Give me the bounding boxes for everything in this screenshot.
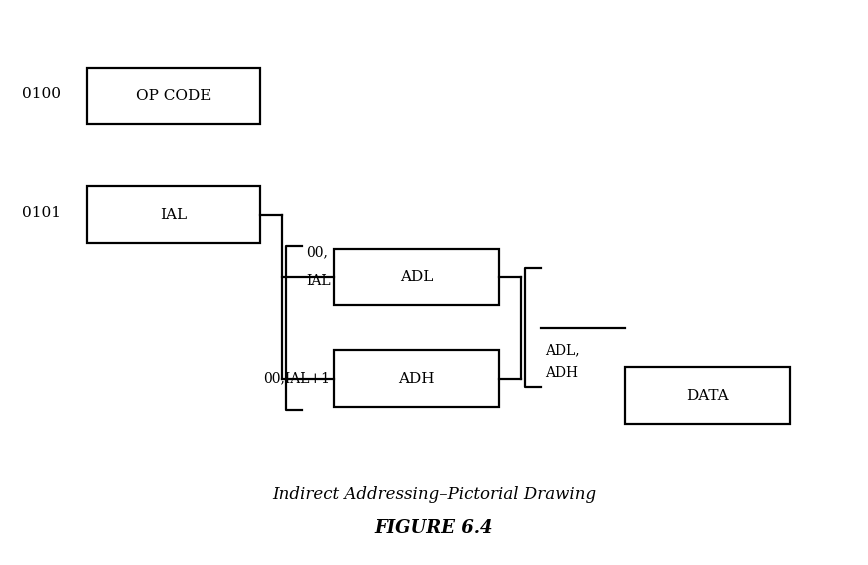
Text: 00,IAL+1: 00,IAL+1 xyxy=(263,372,330,385)
Text: Indirect Addressing–Pictorial Drawing: Indirect Addressing–Pictorial Drawing xyxy=(272,486,596,503)
Text: ADL,: ADL, xyxy=(545,344,580,357)
Text: OP CODE: OP CODE xyxy=(136,89,211,103)
Text: ADL: ADL xyxy=(400,270,433,284)
Text: 0101: 0101 xyxy=(22,206,61,220)
Bar xyxy=(625,367,790,424)
Text: 0100: 0100 xyxy=(22,88,61,101)
Text: ADH: ADH xyxy=(398,372,435,385)
Bar xyxy=(87,68,260,124)
Text: FIGURE 6.4: FIGURE 6.4 xyxy=(375,519,493,537)
Bar xyxy=(334,249,499,305)
Bar xyxy=(334,350,499,407)
Text: IAL: IAL xyxy=(160,208,187,221)
Text: ADH: ADH xyxy=(545,366,578,380)
Bar xyxy=(87,186,260,243)
Text: DATA: DATA xyxy=(686,389,729,402)
Text: 00,: 00, xyxy=(306,246,328,260)
Text: IAL: IAL xyxy=(306,274,331,288)
